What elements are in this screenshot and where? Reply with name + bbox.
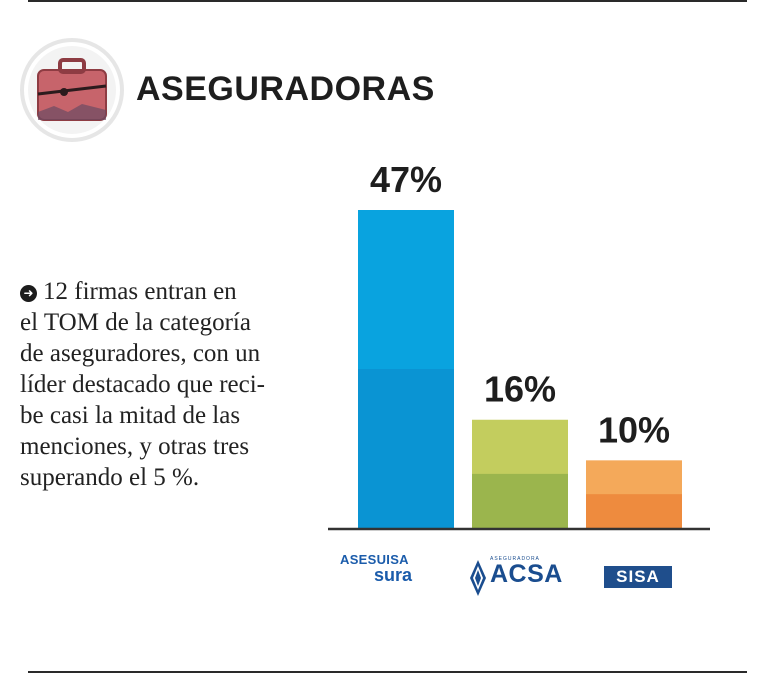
- bar-2: 16%: [472, 369, 568, 528]
- logo-acsa: ASEGURADORA ACSA: [468, 556, 588, 596]
- bar-1: 47%: [358, 159, 454, 528]
- description-line: de aseguradores, con un: [20, 340, 261, 367]
- bar-3: 10%: [586, 409, 682, 528]
- description-line: be casi la mitad de las: [20, 402, 241, 429]
- top-rule: [28, 0, 747, 2]
- value-label: 47%: [370, 159, 442, 200]
- asesuisa-logo-text: ASESUISA: [340, 552, 409, 567]
- description-line: menciones, y otras tres: [20, 433, 250, 460]
- arrow-circle-icon: ➜: [20, 285, 37, 302]
- bar-bottom-segment: [586, 494, 682, 528]
- description-line: ➜ 12 firmas entran en: [20, 276, 330, 307]
- logo-asesuisa: ASESUISA sura: [340, 552, 450, 586]
- bar-bottom-segment: [358, 369, 454, 528]
- description: ➜ 12 firmas entran en el TOM de la catego…: [20, 276, 330, 493]
- acsa-mark-icon: [470, 560, 486, 596]
- description-line: el TOM de la categoría: [20, 309, 251, 336]
- description-line: superando el 5 %.: [20, 464, 200, 491]
- description-line: líder destacado que reci-: [20, 371, 266, 398]
- sura-logo-text: sura: [374, 565, 413, 585]
- bottom-rule: [28, 671, 747, 673]
- bar-bottom-segment: [472, 473, 568, 528]
- value-label: 10%: [598, 409, 670, 450]
- sisa-logo-text: SISA: [604, 566, 672, 588]
- acsa-logo-text: ACSA: [490, 560, 563, 588]
- acsa-small-text: ASEGURADORA: [490, 556, 540, 562]
- description-text: 12 firmas entran en: [43, 278, 237, 305]
- value-label: 16%: [484, 369, 556, 410]
- page-title: ASEGURADORAS: [136, 70, 435, 108]
- briefcase-badge: [20, 38, 124, 142]
- briefcase-icon: [20, 38, 124, 142]
- logo-sisa: SISA: [604, 566, 672, 588]
